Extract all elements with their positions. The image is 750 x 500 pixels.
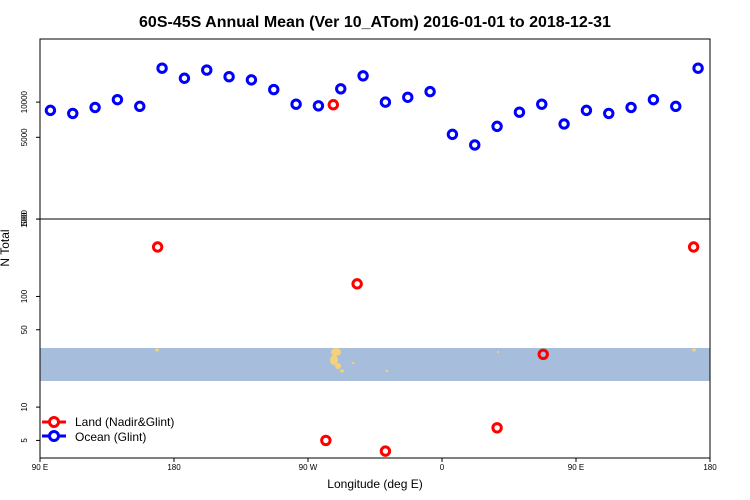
land-ytick-label: 500 <box>20 212 29 226</box>
land-point <box>537 348 549 361</box>
ocean-point <box>625 101 637 114</box>
ocean-point <box>647 93 660 106</box>
legend: Land (Nadir&Glint) Ocean (Glint) <box>42 415 174 444</box>
land-ytick-label: 50 <box>20 325 29 334</box>
ocean-point <box>558 118 570 130</box>
ocean-point <box>111 93 124 106</box>
ocean-ytick-label: 5000 <box>20 128 29 146</box>
land-band <box>40 348 710 381</box>
y-axis-label: N Total <box>0 229 12 266</box>
ocean-point <box>469 139 481 151</box>
ocean-point <box>89 101 101 114</box>
ocean-point <box>692 62 704 74</box>
land-ytick-label: 10 <box>20 402 29 411</box>
ocean-point <box>223 70 235 83</box>
ocean-point <box>201 64 213 76</box>
xtick-label: 180 <box>167 463 181 472</box>
ocean-point <box>424 85 436 98</box>
legend-land-label: Land (Nadir&Glint) <box>75 415 174 429</box>
ocean-point <box>156 62 168 74</box>
ocean-point <box>513 106 526 118</box>
plot-frame <box>39 38 711 459</box>
ocean-point <box>327 99 340 111</box>
land-point <box>379 445 392 457</box>
ocean-point <box>290 98 302 110</box>
land-ytick-label: 100 <box>20 289 29 303</box>
land-point <box>687 241 700 253</box>
y-axis: 1000 5000 10000 5 10 50 100 500 <box>20 90 40 443</box>
ocean-ytick-label: 10000 <box>20 90 29 113</box>
land-point <box>151 241 164 253</box>
land-point <box>351 278 363 290</box>
ocean-point <box>268 83 280 96</box>
legend-ocean-marker <box>48 430 60 442</box>
chart-title: 60S-45S Annual Mean (Ver 10_ATom) 2016-0… <box>139 14 611 31</box>
land-point <box>320 434 332 447</box>
ocean-point <box>379 96 392 108</box>
ocean-point <box>536 98 548 110</box>
ocean-point <box>357 70 369 82</box>
x-axis: 90 E 180 90 W 0 90 E 180 <box>32 458 717 472</box>
ocean-point <box>603 107 615 120</box>
xtick-label: 180 <box>703 463 717 472</box>
data-points <box>44 62 704 457</box>
legend-land-marker <box>48 416 60 428</box>
land-ytick-label: 5 <box>20 438 29 443</box>
ocean-point <box>335 83 347 95</box>
ocean-point <box>312 100 325 112</box>
ocean-point <box>245 74 258 86</box>
xtick-label: 90 W <box>299 463 318 472</box>
ocean-point <box>491 120 503 133</box>
x-axis-label: Longitude (deg E) <box>327 477 422 491</box>
xtick-label: 90 E <box>568 463 584 472</box>
ocean-point <box>402 91 414 103</box>
legend-ocean-label: Ocean (Glint) <box>75 430 146 444</box>
ocean-point <box>44 104 57 117</box>
ocean-point <box>580 104 593 117</box>
ocean-point <box>178 72 191 84</box>
xtick-label: 90 E <box>32 463 48 472</box>
land-point <box>491 422 503 434</box>
ocean-ytick-label: 1000 <box>20 210 29 228</box>
xtick-label: 0 <box>440 463 445 472</box>
ocean-point <box>134 100 146 113</box>
ocean-point <box>670 100 682 113</box>
ocean-point <box>446 128 459 141</box>
ocean-point <box>67 107 79 120</box>
